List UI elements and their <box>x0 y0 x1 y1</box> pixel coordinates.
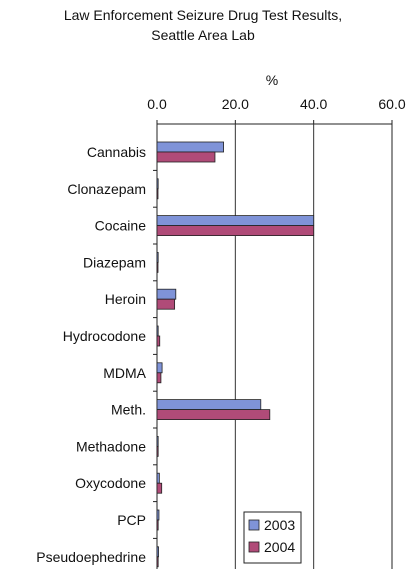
bar-2003-cocaine <box>156 215 315 227</box>
bar-2004-cannabis <box>156 151 216 163</box>
bar-2004-meth <box>156 409 271 421</box>
category-label: Pseudoephedrine <box>36 549 146 565</box>
bar-2003-cannabis <box>156 141 224 153</box>
bar-2003-pseudoephedrine <box>156 546 159 558</box>
legend-swatch-2004 <box>248 541 260 553</box>
chart-title: Law Enforcement Seizure Drug Test Result… <box>63 7 343 23</box>
bar-2003-meth <box>156 399 262 411</box>
bar-2004-pseudoephedrine <box>156 556 159 568</box>
category-label: Meth. <box>111 402 146 418</box>
x-tick-label: 0.0 <box>147 96 167 112</box>
category-label: Heroin <box>105 291 146 307</box>
bar-2004-oxycodone <box>156 482 163 494</box>
legend-label-2003: 2003 <box>264 517 295 533</box>
category-label: Hydrocodone <box>63 328 146 344</box>
category-label: Diazepam <box>83 254 146 270</box>
bar-2004-pcp <box>156 519 159 531</box>
category-label: Oxycodone <box>75 475 146 491</box>
bar-2004-cocaine <box>156 225 315 237</box>
category-label: MDMA <box>103 365 146 381</box>
category-label: Cocaine <box>95 218 147 234</box>
bar-2004-diazepam <box>156 261 159 273</box>
x-tick-label: 20.0 <box>222 96 249 112</box>
bar-2004-heroin <box>156 298 176 310</box>
plot-frame <box>156 123 393 569</box>
bar-2004-hydrocodone <box>156 335 161 347</box>
bar-2003-clonazepam <box>156 178 159 190</box>
bar-2003-diazepam <box>156 251 159 263</box>
bar-2003-oxycodone <box>156 472 160 484</box>
bar-2004-mdma <box>156 372 162 384</box>
category-label: Methadone <box>76 438 146 454</box>
legend-label-2004: 2004 <box>264 539 295 555</box>
bar-2003-heroin <box>156 288 177 300</box>
bar-2003-hydrocodone <box>156 325 159 337</box>
bar-2004-clonazepam <box>156 188 159 200</box>
bar-2004-methadone <box>156 445 159 457</box>
bar-2003-pcp <box>156 509 160 521</box>
x-axis-label: % <box>265 72 279 88</box>
x-tick-label: 40.0 <box>300 96 327 112</box>
category-label: Clonazepam <box>67 181 146 197</box>
chart-subtitle: Seattle Area Lab <box>151 27 255 43</box>
legend-swatch-2003 <box>248 519 260 531</box>
bar-2003-methadone <box>156 435 159 447</box>
category-label: PCP <box>117 512 146 528</box>
category-label: Cannabis <box>87 144 146 160</box>
legend-box <box>243 511 302 564</box>
bar-2003-mdma <box>156 362 163 374</box>
x-tick-label: 60.0 <box>378 96 405 112</box>
